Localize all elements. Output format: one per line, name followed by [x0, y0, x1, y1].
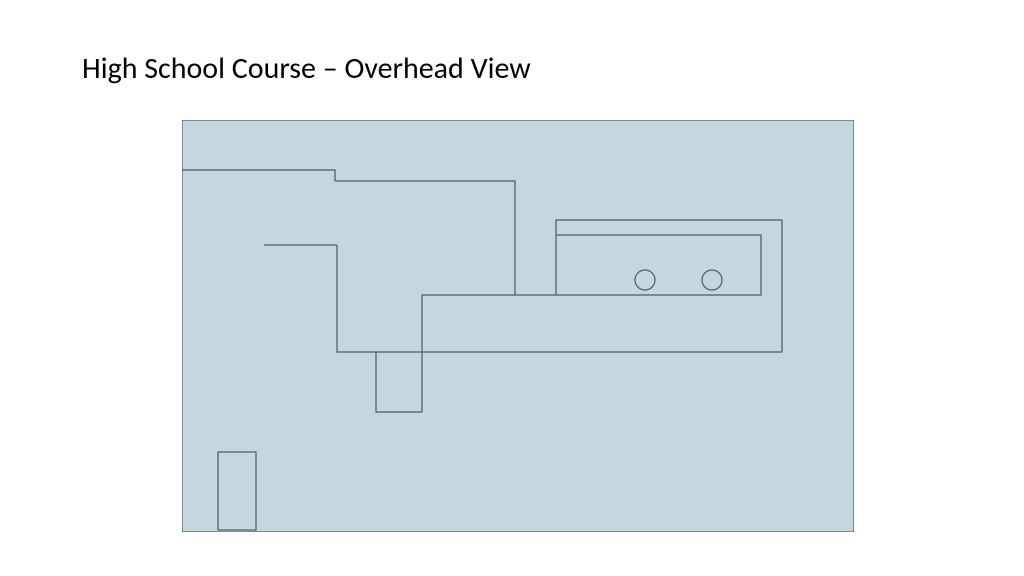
floorplan-svg [182, 120, 854, 532]
page-title: High School Course – Overhead View [82, 50, 531, 87]
overhead-diagram [182, 120, 854, 532]
floorplan-outline [182, 120, 854, 532]
